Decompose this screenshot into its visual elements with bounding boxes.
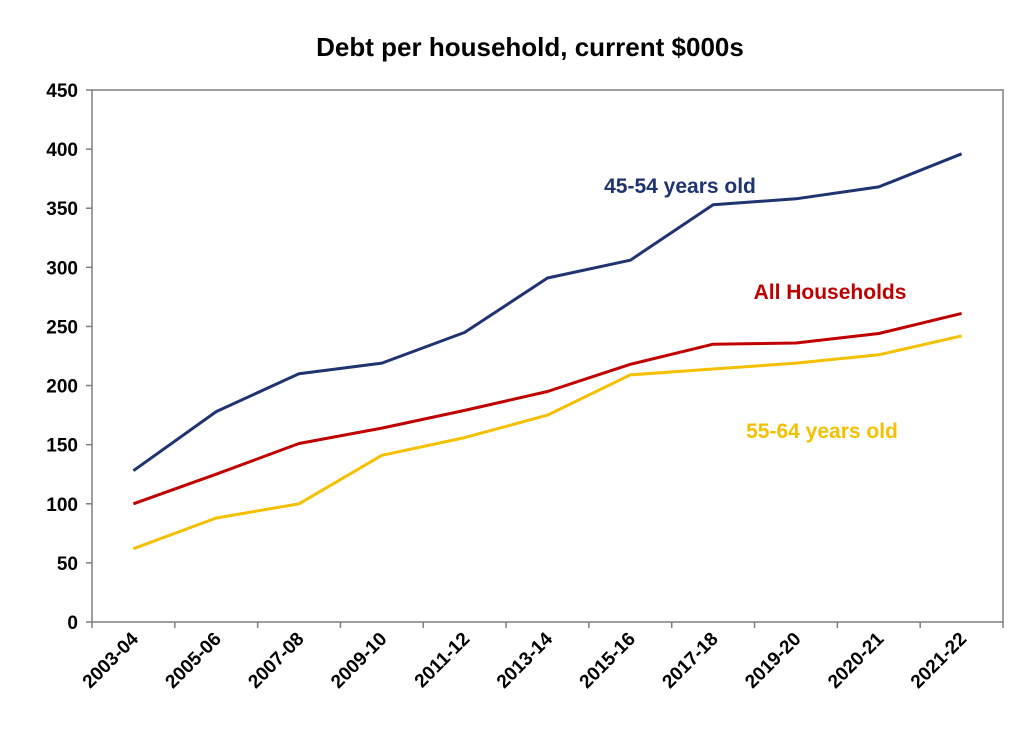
y-tick-label: 150 <box>46 436 78 457</box>
x-tick-label: 2007-08 <box>244 629 308 693</box>
x-tick-label: 2015-16 <box>576 629 640 693</box>
y-axis: 0 50 100 150 200 250 300 350 400 450 <box>46 81 92 634</box>
x-tick-label: 2021-22 <box>907 629 971 693</box>
y-tick-label: 450 <box>46 81 78 102</box>
series-labels: 45-54 years old All Households 55-64 years… <box>604 175 906 443</box>
y-tick-label: 100 <box>46 495 78 516</box>
x-tick-label: 2009-10 <box>327 629 391 693</box>
series-lines <box>132 152 963 551</box>
y-tick-label: 300 <box>46 258 78 279</box>
plot-area-border <box>91 89 1004 623</box>
chart-title: Debt per household, current $000s <box>316 32 744 62</box>
x-tick-label: 2019-20 <box>741 629 805 693</box>
series-line-55-64-years-old <box>132 334 962 551</box>
y-tick-label: 350 <box>46 199 78 220</box>
x-tick-label: 2017-18 <box>659 629 723 693</box>
x-tick-label: 2003-04 <box>79 628 143 692</box>
y-tick-label: 250 <box>46 317 78 338</box>
series-line-all-households <box>132 311 962 506</box>
y-tick-label: 50 <box>57 554 78 575</box>
series-label-55-64-years-old: 55-64 years old <box>746 420 898 443</box>
x-tick-label: 2005-06 <box>162 629 226 693</box>
x-axis: 2003-04 2005-06 2007-08 2009-10 2011-12 2013-… <box>79 622 1004 693</box>
x-tick-label: 2013-14 <box>493 628 557 692</box>
series-label-all-households: All Households <box>754 281 907 304</box>
series-label-45-54-years-old: 45-54 years old <box>604 175 756 198</box>
series-line-45-54-years-old <box>132 152 963 472</box>
y-tick-label: 400 <box>46 140 78 161</box>
x-tick-label: 2011-12 <box>411 629 474 692</box>
x-tick-label: 2020-21 <box>824 628 888 692</box>
y-tick-label: 0 <box>67 613 78 634</box>
y-tick-label: 200 <box>46 377 78 398</box>
